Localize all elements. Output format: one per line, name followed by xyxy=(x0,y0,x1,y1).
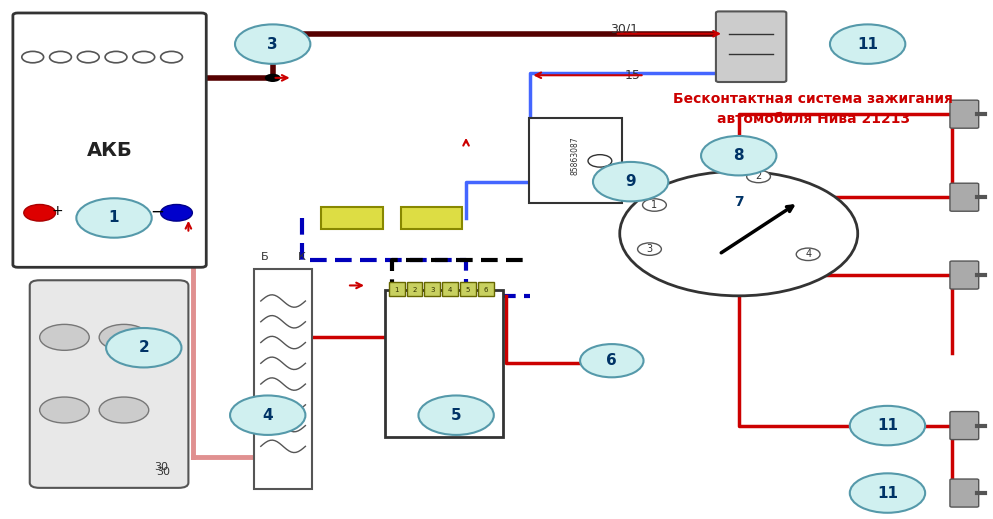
Text: +: + xyxy=(52,204,64,218)
Text: 3: 3 xyxy=(430,286,435,293)
Text: 5: 5 xyxy=(466,286,471,293)
Text: 30: 30 xyxy=(157,467,171,477)
Circle shape xyxy=(418,395,494,435)
Text: 1: 1 xyxy=(651,200,657,210)
Text: 6: 6 xyxy=(607,353,618,368)
FancyBboxPatch shape xyxy=(950,183,979,211)
Circle shape xyxy=(796,248,820,261)
Text: 1: 1 xyxy=(394,286,399,293)
Circle shape xyxy=(76,198,152,238)
Circle shape xyxy=(701,136,777,175)
Circle shape xyxy=(99,324,149,350)
Circle shape xyxy=(588,155,612,167)
FancyBboxPatch shape xyxy=(400,207,462,229)
FancyBboxPatch shape xyxy=(384,290,502,437)
Circle shape xyxy=(580,344,643,377)
Circle shape xyxy=(265,74,281,82)
Text: 15: 15 xyxy=(625,69,640,82)
Circle shape xyxy=(40,397,89,423)
Circle shape xyxy=(830,24,906,64)
Text: 11: 11 xyxy=(877,486,898,500)
Text: 4: 4 xyxy=(805,249,811,260)
Circle shape xyxy=(230,395,306,435)
FancyBboxPatch shape xyxy=(424,282,440,296)
FancyBboxPatch shape xyxy=(322,207,382,229)
Text: 85863087: 85863087 xyxy=(571,136,580,175)
FancyBboxPatch shape xyxy=(254,269,313,489)
FancyBboxPatch shape xyxy=(406,282,422,296)
Text: 3: 3 xyxy=(267,37,278,51)
Text: 3: 3 xyxy=(646,244,652,254)
Text: 4: 4 xyxy=(448,286,453,293)
Circle shape xyxy=(638,243,661,255)
Text: 6: 6 xyxy=(484,286,489,293)
Text: −: − xyxy=(151,202,165,220)
FancyBboxPatch shape xyxy=(478,282,494,296)
FancyBboxPatch shape xyxy=(716,11,786,82)
FancyBboxPatch shape xyxy=(950,479,979,507)
FancyBboxPatch shape xyxy=(460,282,476,296)
Circle shape xyxy=(24,204,56,221)
Text: Бесконтактная система зажигания
автомобиля Нива 21213: Бесконтактная система зажигания автомоби… xyxy=(673,92,953,126)
Text: 7: 7 xyxy=(734,196,744,209)
FancyBboxPatch shape xyxy=(13,13,207,267)
Circle shape xyxy=(642,199,666,211)
FancyBboxPatch shape xyxy=(950,261,979,289)
Circle shape xyxy=(850,473,925,513)
Text: 9: 9 xyxy=(626,174,636,189)
Text: 8: 8 xyxy=(734,148,744,163)
Circle shape xyxy=(161,204,193,221)
Circle shape xyxy=(161,51,183,63)
Circle shape xyxy=(235,24,311,64)
Circle shape xyxy=(50,51,71,63)
Circle shape xyxy=(40,324,89,350)
Circle shape xyxy=(106,328,182,367)
Text: 11: 11 xyxy=(877,418,898,433)
Text: Б: Б xyxy=(261,252,268,262)
Circle shape xyxy=(850,406,925,445)
Text: 4: 4 xyxy=(262,408,273,422)
Text: К: К xyxy=(298,252,306,262)
Circle shape xyxy=(22,51,44,63)
Text: 2: 2 xyxy=(412,286,417,293)
FancyBboxPatch shape xyxy=(950,412,979,440)
Circle shape xyxy=(133,51,155,63)
FancyBboxPatch shape xyxy=(388,282,404,296)
FancyBboxPatch shape xyxy=(950,100,979,128)
Text: 11: 11 xyxy=(857,37,878,51)
Text: 2: 2 xyxy=(138,340,149,355)
Circle shape xyxy=(620,171,858,296)
Circle shape xyxy=(105,51,127,63)
Circle shape xyxy=(99,397,149,423)
FancyBboxPatch shape xyxy=(528,118,622,203)
Circle shape xyxy=(77,51,99,63)
Text: 1: 1 xyxy=(109,211,119,225)
Circle shape xyxy=(747,170,771,183)
Text: 2: 2 xyxy=(756,171,762,182)
FancyBboxPatch shape xyxy=(442,282,458,296)
Text: 30: 30 xyxy=(155,462,169,472)
Circle shape xyxy=(593,162,668,201)
FancyBboxPatch shape xyxy=(30,280,189,488)
Text: АКБ: АКБ xyxy=(86,141,132,160)
Text: 30/1: 30/1 xyxy=(610,22,638,35)
Text: 5: 5 xyxy=(451,408,462,422)
